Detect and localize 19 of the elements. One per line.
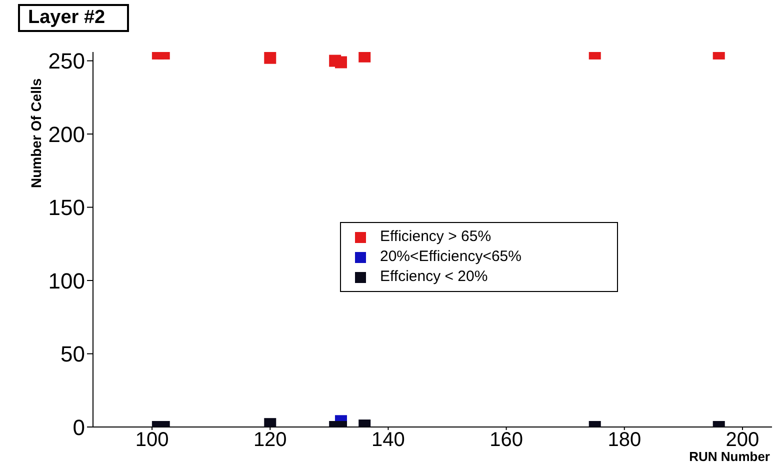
legend-label: Efficiency > 65% [380,227,492,247]
point [358,52,371,62]
legend-label: Effciency < 20% [380,267,488,287]
y-tick-label: 200 [48,122,85,147]
x-tick-label: 140 [372,429,405,452]
y-tick-label: 250 [48,48,85,74]
y-tick-label: 150 [48,195,85,220]
x-tick-label: 180 [608,429,642,452]
y-axis-title: Number Of Cells [28,78,44,188]
x-axis-title: RUN Number [689,449,770,464]
x-tick-label: 120 [253,429,287,452]
y-tick-label: 100 [48,268,85,294]
x-tick-label: 100 [135,429,169,452]
chart-title: Layer #2 [18,4,130,32]
y-tick-label: 50 [60,342,85,367]
legend-label: 20%<Efficiency<65% [380,247,522,267]
x-tick-label: 160 [490,429,523,452]
x-tick-label: 200 [726,429,760,452]
y-tick-label: 0 [72,414,85,440]
